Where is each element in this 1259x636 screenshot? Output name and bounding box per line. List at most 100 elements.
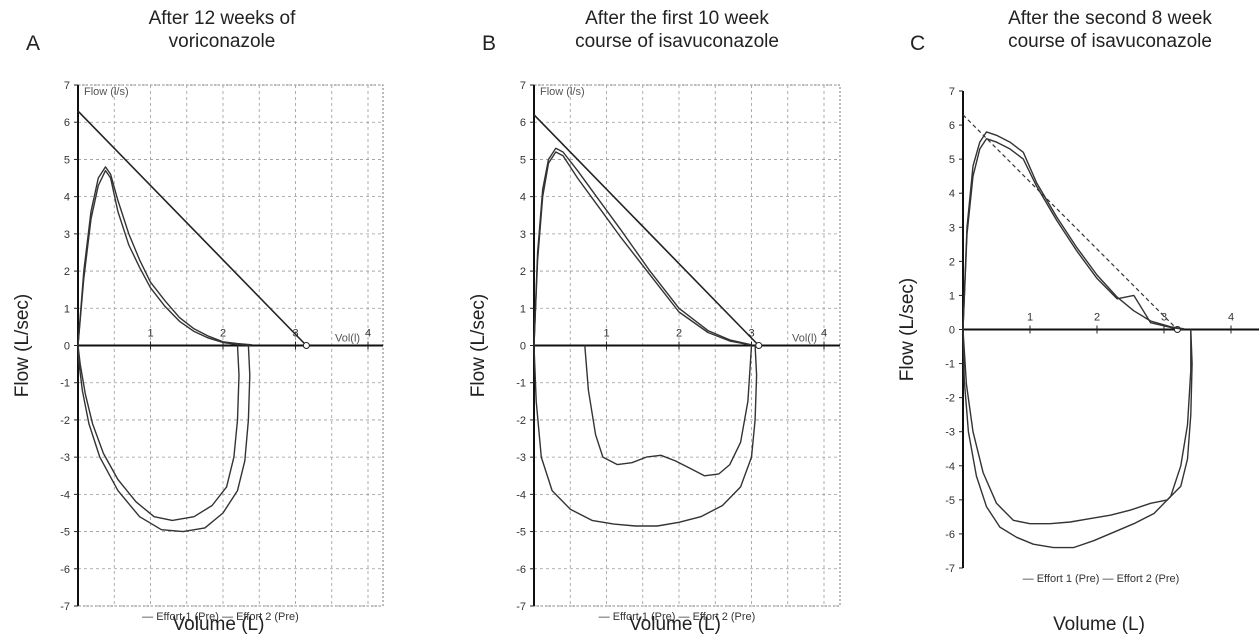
y-tick-label: 5 bbox=[64, 154, 70, 166]
predicted-endpoint bbox=[755, 342, 763, 349]
y-tick-label: -4 bbox=[516, 489, 526, 501]
series-3-line bbox=[77, 345, 240, 522]
y-tick-label: -3 bbox=[945, 427, 955, 439]
panel-letter: B bbox=[482, 32, 496, 55]
series-3-line bbox=[962, 329, 1193, 525]
y-tick-label: 7 bbox=[64, 80, 70, 92]
series-4-line bbox=[77, 345, 251, 533]
x-tick-label: 1 bbox=[147, 328, 153, 340]
y-tick-label: -2 bbox=[60, 415, 70, 427]
y-tick-label: 1 bbox=[520, 303, 526, 315]
y-tick-label: 3 bbox=[949, 222, 955, 234]
y-tick-label: 5 bbox=[520, 154, 526, 166]
x-tick-label: 2 bbox=[676, 328, 682, 340]
y-tick-label: -4 bbox=[945, 461, 955, 473]
x-axis-title: Volume (L) bbox=[629, 614, 721, 635]
x-tick-label: 4 bbox=[821, 328, 827, 340]
inset-flow-label: Flow (l/s) bbox=[84, 86, 129, 98]
y-tick-label: 7 bbox=[949, 86, 955, 98]
y-tick-label: -7 bbox=[60, 601, 70, 613]
series-3-line bbox=[533, 345, 758, 527]
panel-title-line: After the second 8 week bbox=[1008, 8, 1212, 29]
panel-title-line: course of isavuconazole bbox=[1008, 31, 1212, 52]
y-tick-label: 4 bbox=[64, 192, 70, 204]
x-tick-label: 1 bbox=[603, 328, 609, 340]
y-tick-label: 0 bbox=[949, 325, 955, 337]
y-tick-label: -6 bbox=[60, 564, 70, 576]
x-tick-label: 4 bbox=[365, 328, 371, 340]
y-tick-label: 6 bbox=[949, 120, 955, 132]
y-tick-label: -1 bbox=[945, 359, 955, 371]
inset-flow-label: Flow (l/s) bbox=[540, 86, 585, 98]
y-axis-title: Flow (L/sec) bbox=[897, 278, 918, 381]
predicted-line bbox=[962, 114, 1178, 330]
inset-volume-label: Vol(l) bbox=[335, 333, 360, 345]
series-4-line bbox=[584, 345, 753, 477]
y-tick-label: 0 bbox=[520, 341, 526, 353]
panel-title-line: course of isavuconazole bbox=[575, 31, 779, 52]
y-tick-label: -7 bbox=[516, 601, 526, 613]
series-1-line bbox=[962, 131, 1185, 330]
y-tick-label: 4 bbox=[949, 188, 955, 200]
x-tick-label: 3 bbox=[1161, 312, 1167, 324]
legend-text: — Effort 1 (Pre) — Effort 2 (Pre) bbox=[142, 611, 299, 623]
predicted-endpoint bbox=[302, 342, 310, 349]
series-2-line bbox=[533, 151, 752, 346]
y-tick-label: -2 bbox=[516, 415, 526, 427]
series-1-line bbox=[533, 147, 752, 346]
inset-volume-label: Vol(l) bbox=[792, 333, 817, 345]
y-tick-label: 1 bbox=[64, 303, 70, 315]
y-tick-label: 0 bbox=[64, 341, 70, 353]
y-tick-label: 4 bbox=[520, 192, 526, 204]
legend-text: — Effort 1 (Pre) — Effort 2 (Pre) bbox=[599, 611, 756, 623]
x-tick-label: 4 bbox=[1228, 312, 1234, 324]
y-tick-label: -5 bbox=[60, 527, 70, 539]
y-tick-label: -1 bbox=[60, 378, 70, 390]
series-4-line bbox=[962, 329, 1192, 549]
y-tick-label: 2 bbox=[520, 266, 526, 278]
y-tick-label: -6 bbox=[945, 529, 955, 541]
x-axis-title: Volume (L) bbox=[1053, 614, 1145, 635]
legend-text: — Effort 1 (Pre) — Effort 2 (Pre) bbox=[1023, 573, 1180, 585]
y-tick-label: -6 bbox=[516, 564, 526, 576]
y-tick-label: 3 bbox=[64, 229, 70, 241]
y-tick-label: 6 bbox=[520, 117, 526, 129]
y-tick-label: -7 bbox=[945, 563, 955, 575]
y-tick-label: -4 bbox=[60, 489, 70, 501]
y-tick-label: -3 bbox=[60, 452, 70, 464]
y-tick-label: -1 bbox=[516, 378, 526, 390]
predicted-line bbox=[533, 114, 760, 347]
x-tick-label: 3 bbox=[748, 328, 754, 340]
y-tick-label: -5 bbox=[516, 527, 526, 539]
y-tick-label: 2 bbox=[949, 256, 955, 268]
series-1-line bbox=[77, 166, 253, 346]
y-axis-title: Flow (L/sec) bbox=[12, 294, 33, 397]
x-axis-title: Volume (L) bbox=[173, 614, 265, 635]
x-tick-label: 2 bbox=[220, 328, 226, 340]
series-2-line bbox=[77, 169, 253, 346]
panel-letter: A bbox=[26, 32, 40, 55]
predicted-line bbox=[77, 110, 307, 347]
y-tick-label: 6 bbox=[64, 117, 70, 129]
y-tick-label: -5 bbox=[945, 495, 955, 507]
y-tick-label: 3 bbox=[520, 229, 526, 241]
y-tick-label: -2 bbox=[945, 393, 955, 405]
series-2-line bbox=[962, 138, 1185, 330]
panel-title-line: After 12 weeks of bbox=[149, 8, 297, 29]
y-tick-label: -3 bbox=[516, 452, 526, 464]
panel-title-line: voriconazole bbox=[169, 31, 276, 52]
x-tick-label: 2 bbox=[1094, 312, 1100, 324]
y-tick-label: 7 bbox=[520, 80, 526, 92]
panel-letter: C bbox=[910, 32, 925, 55]
y-tick-label: 1 bbox=[949, 290, 955, 302]
panel-title-line: After the first 10 week bbox=[585, 8, 769, 29]
y-tick-label: 5 bbox=[949, 154, 955, 166]
y-axis-title: Flow (L/sec) bbox=[468, 294, 489, 397]
x-tick-label: 1 bbox=[1027, 312, 1033, 324]
y-tick-label: 2 bbox=[64, 266, 70, 278]
